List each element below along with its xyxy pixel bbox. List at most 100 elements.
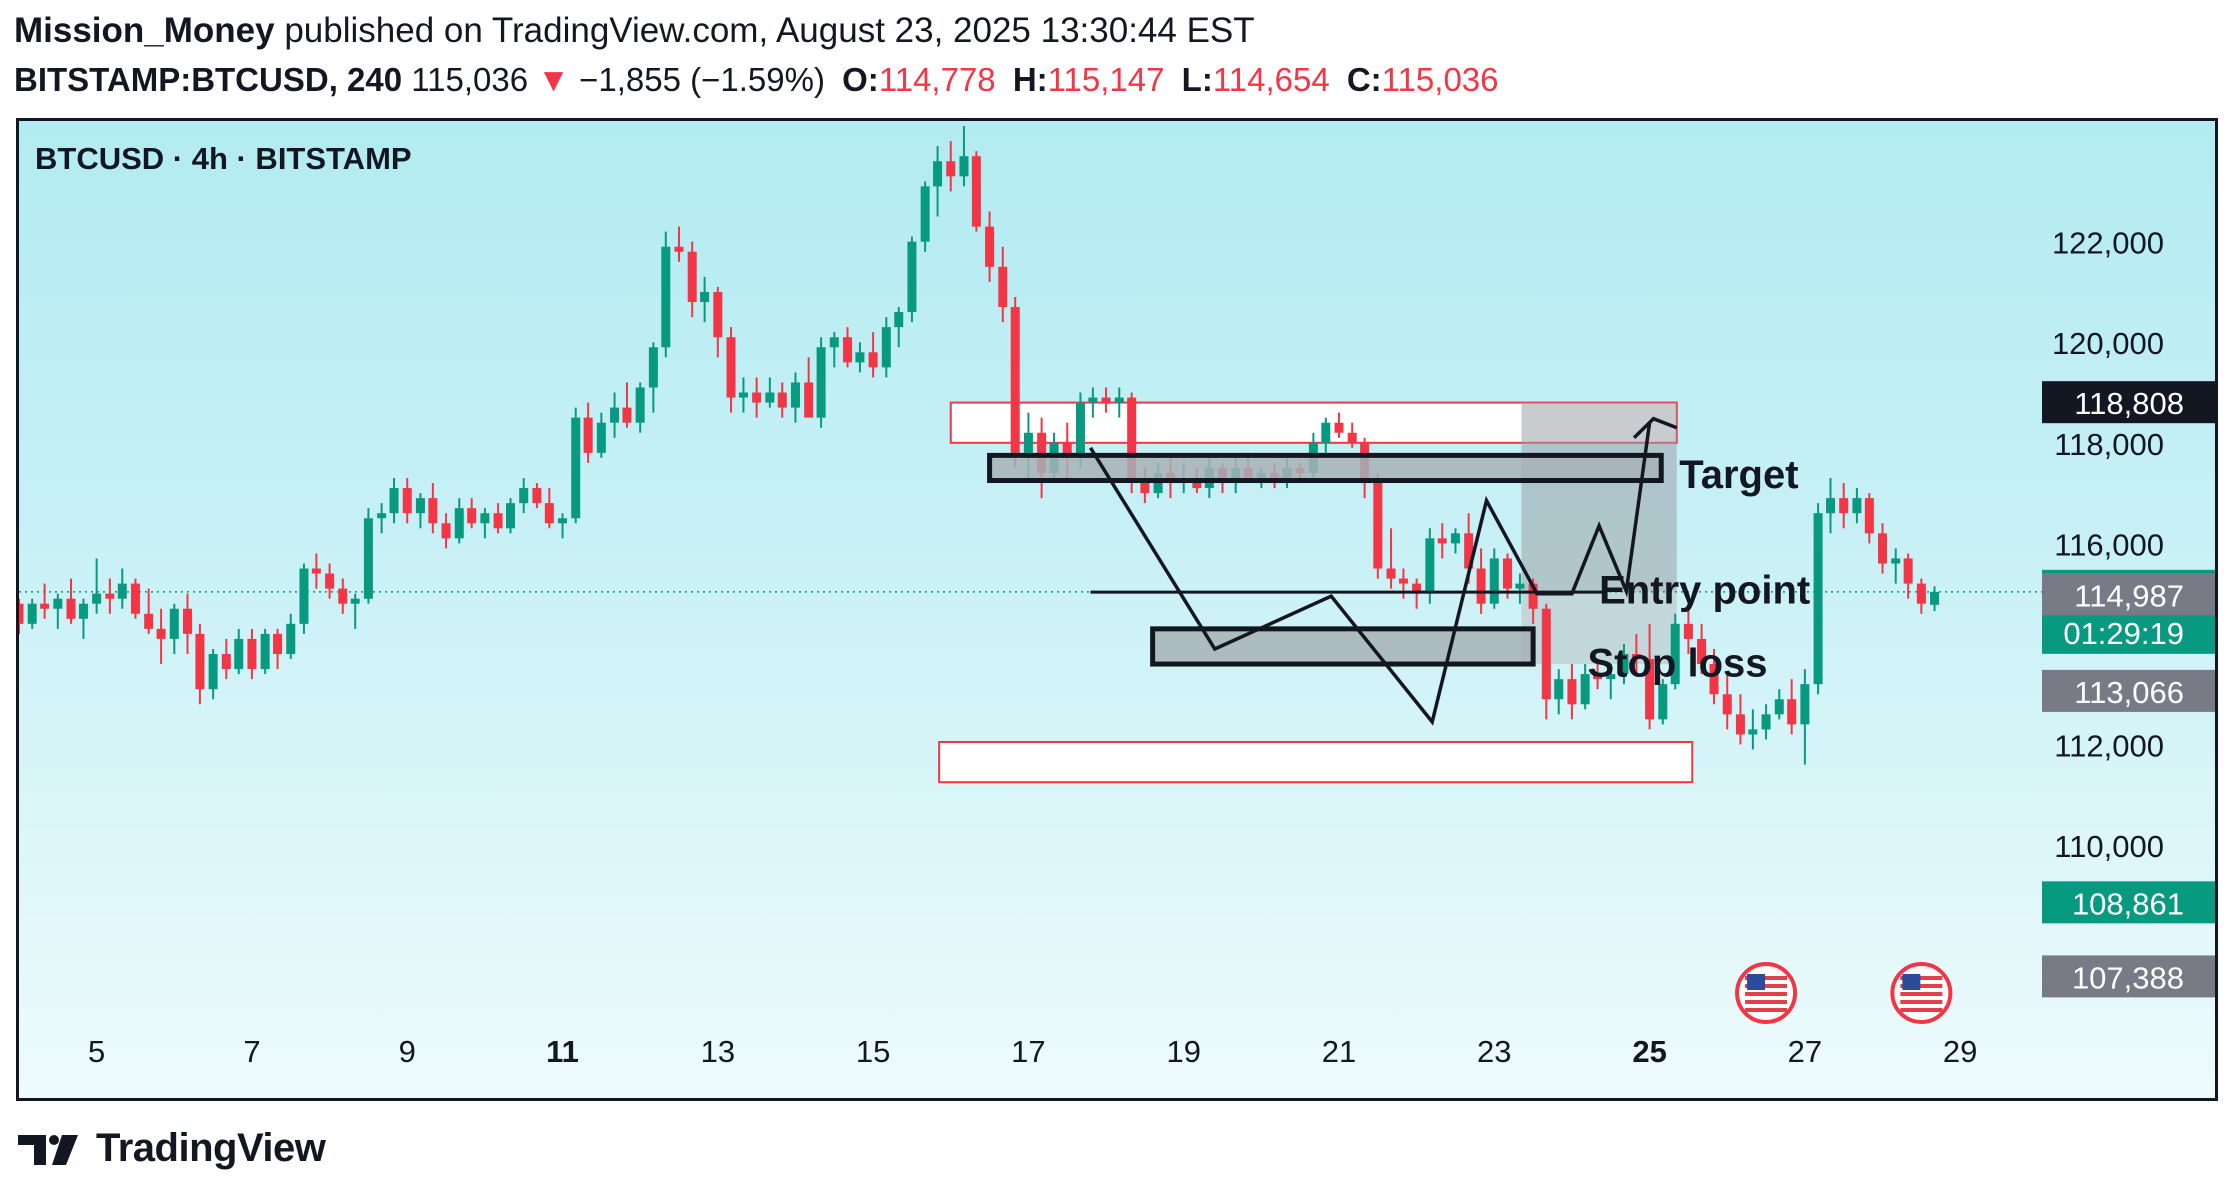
candle-body (765, 392, 775, 403)
tradingview-logo-icon (18, 1134, 78, 1165)
chart-title: BTCUSD · 4h · BITSTAMP (35, 141, 412, 176)
price-badge (2042, 955, 2215, 998)
candle-body (1437, 538, 1447, 544)
target-label: Target (1679, 453, 1798, 497)
candle-body (1593, 674, 1603, 680)
candle-body (894, 312, 904, 328)
candle-body (467, 508, 477, 524)
candle-body (687, 251, 697, 303)
publication-line: Mission_Money published on TradingView.c… (14, 6, 1255, 56)
arrow-head-icon (1632, 416, 1678, 440)
candle-body (1114, 397, 1124, 403)
candle-body (506, 503, 516, 529)
candle-body (1373, 483, 1383, 569)
candle-body (208, 653, 218, 690)
last-price: 115,036 (411, 61, 529, 98)
candle-body (1748, 729, 1758, 735)
candle-body (1075, 402, 1085, 458)
flag-stripe (1745, 976, 1788, 980)
candle-body (777, 392, 787, 408)
candle-body (195, 633, 205, 690)
candle-body (1735, 714, 1745, 735)
candle-body (1813, 513, 1823, 685)
stop-box (1150, 626, 1536, 667)
candle-body (1606, 674, 1616, 680)
price-chart[interactable]: BTCUSD · 4h · BITSTAMP Target Entry point S… (19, 121, 2215, 1098)
low-value: 114,654 (1212, 61, 1330, 98)
x-tick-label: 27 (1788, 1034, 1822, 1069)
y-tick-label: 110,000 (2054, 829, 2164, 864)
candle-body (1722, 694, 1732, 715)
candle-body (790, 382, 800, 408)
candle-body (402, 488, 412, 514)
candle-body (829, 337, 839, 348)
candle-body (299, 568, 309, 624)
x-tick-label: 25 (1632, 1034, 1666, 1069)
symbol-line: BITSTAMP:BTCUSD, 240 115,036 ▼ −1,855 (−… (14, 56, 1499, 104)
candle-body (441, 523, 451, 539)
x-tick-label: 11 (546, 1034, 579, 1069)
candle-body (1554, 679, 1564, 700)
footer-brand[interactable]: TradingView (16, 1126, 326, 1171)
candle-body (1916, 583, 1926, 604)
candle-body (752, 392, 762, 403)
candle-body (428, 498, 438, 524)
candle-body (480, 513, 490, 524)
published-text: published on TradingView.com, August 23,… (284, 11, 1255, 50)
candle-body (1140, 478, 1150, 494)
candle-body (1515, 583, 1525, 589)
candle-body (1489, 558, 1499, 604)
candle-body (622, 407, 632, 423)
x-tick-label: 9 (399, 1034, 416, 1069)
candle-body (1864, 498, 1874, 534)
candle-body (1062, 442, 1072, 458)
open-label: O: (842, 61, 879, 98)
candle-body (1709, 664, 1719, 695)
candle-body (350, 598, 360, 604)
y-tick-label: 118,000 (2054, 427, 2164, 462)
low-label: L: (1181, 61, 1213, 98)
entry-label: Entry point (1599, 569, 1810, 613)
candle-body (363, 518, 373, 599)
author-name[interactable]: Mission_Money (14, 11, 275, 50)
candle-body (377, 513, 387, 519)
candle-body (156, 628, 166, 639)
x-tick-label: 21 (1322, 1034, 1356, 1069)
candle-body (1787, 699, 1797, 725)
candle-body (117, 583, 127, 599)
candle-body (1464, 533, 1474, 569)
y-tick-label: 112,000 (2054, 729, 2164, 764)
candle-body (596, 422, 606, 453)
flag-canton (1902, 974, 1921, 990)
candle-body (971, 156, 981, 227)
candle-body (1645, 659, 1655, 720)
symbol-name[interactable]: BITSTAMP:BTCUSD, 240 (14, 61, 403, 98)
candle-body (1631, 653, 1641, 660)
candle-body (78, 603, 88, 619)
candle-body (1528, 583, 1538, 609)
x-tick-label: 19 (1166, 1034, 1200, 1069)
candle-body (1580, 674, 1590, 705)
candle-body (1839, 498, 1849, 514)
countdown-label: 01:29:19 (2063, 616, 2184, 651)
candle-body (816, 347, 826, 418)
candle-body (842, 337, 852, 363)
candle-body (558, 518, 568, 524)
chart-panel[interactable]: BTCUSD · 4h · BITSTAMP Target Entry point S… (16, 118, 2218, 1101)
candle-body (1088, 397, 1098, 403)
candle-body (1502, 558, 1512, 589)
candle-body (92, 593, 102, 604)
candle-body (27, 603, 37, 624)
candle-body (610, 407, 620, 423)
flag-stripe (1745, 1000, 1788, 1004)
candle-body (855, 352, 865, 363)
flag-stripe (1900, 1008, 1943, 1012)
x-tick-label: 23 (1477, 1034, 1511, 1069)
candle-body (1127, 397, 1137, 479)
candle-body (959, 156, 969, 177)
candle-body (1010, 307, 1020, 453)
candle-body (985, 226, 995, 267)
y-tick-label: 116,000 (2054, 527, 2164, 562)
price-badge (2042, 573, 2215, 616)
brand-name: TradingView (96, 1126, 326, 1170)
